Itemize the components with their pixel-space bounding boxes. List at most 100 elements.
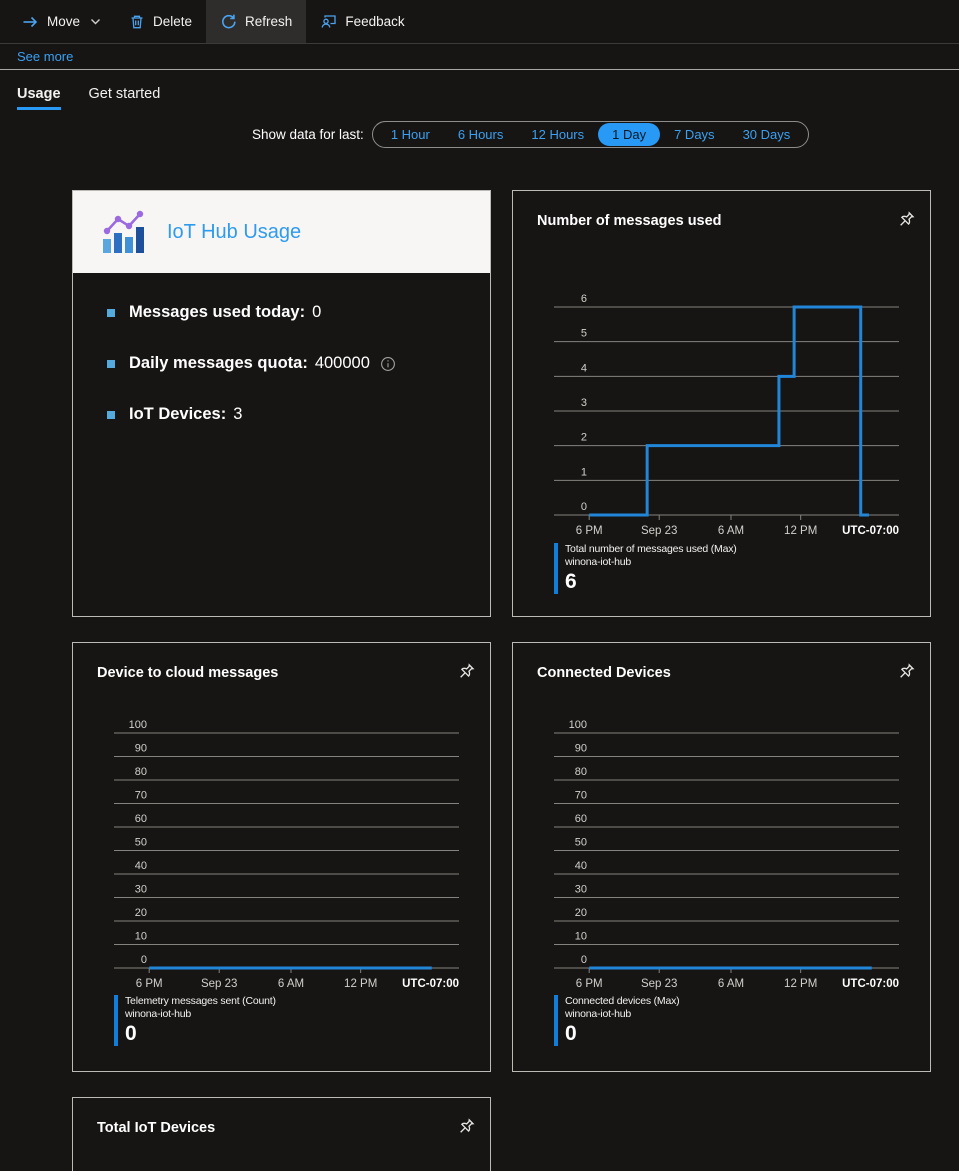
svg-text:70: 70 [575, 790, 587, 802]
delete-label: Delete [153, 14, 193, 29]
move-button[interactable]: Move [8, 0, 115, 43]
bullet-square-icon [107, 359, 115, 368]
svg-text:70: 70 [135, 790, 147, 802]
svg-text:50: 50 [575, 837, 587, 849]
svg-text:80: 80 [135, 766, 147, 778]
metric-label: Daily messages quota [129, 354, 308, 373]
list-item: IoT Devices 3 [107, 405, 490, 424]
pin-icon [460, 1118, 475, 1133]
total-iot-devices-tile: Total IoT Devices [72, 1097, 491, 1171]
iot-hub-usage-tile: IoT Hub Usage Messages used today 0 Dail… [72, 190, 491, 617]
svg-text:6 AM: 6 AM [718, 978, 744, 990]
usage-tile-header: IoT Hub Usage [73, 191, 490, 273]
svg-text:90: 90 [135, 743, 147, 755]
metric-value: 400000 [314, 354, 370, 372]
delete-button[interactable]: Delete [115, 0, 206, 43]
messages-used-chart-tile: Number of messages used 0 1 2 3 4 5 6 6 PM Sep 2… [512, 190, 931, 617]
svg-text:3: 3 [581, 397, 587, 409]
tab-get-started[interactable]: Get started [89, 86, 161, 110]
svg-text:6 PM: 6 PM [576, 525, 603, 537]
see-more-row: See more [0, 44, 959, 70]
time-range-picker: 1 Hour 6 Hours 12 Hours 1 Day 7 Days 30 … [371, 120, 810, 148]
svg-text:80: 80 [575, 766, 587, 778]
svg-text:20: 20 [575, 907, 587, 919]
legend-aggregate-value: 6 [565, 570, 577, 593]
svg-text:0: 0 [581, 954, 587, 966]
see-more-link[interactable]: See more [17, 49, 74, 64]
time-filter-row: Show data for last: 1 Hour 6 Hours 12 Ho… [252, 120, 959, 148]
refresh-label: Refresh [245, 14, 293, 29]
svg-text:60: 60 [135, 813, 147, 825]
arrow-right-icon [23, 16, 38, 27]
time-option-6-hours[interactable]: 6 Hours [444, 123, 518, 146]
time-option-30-days[interactable]: 30 Days [729, 123, 805, 146]
tab-usage[interactable]: Usage [17, 86, 61, 110]
chart-legend: Total number of messages used (Max) wino… [554, 543, 737, 594]
svg-text:100: 100 [569, 719, 587, 731]
metric-label: IoT Devices [129, 405, 226, 424]
usage-tile-title: IoT Hub Usage [167, 220, 302, 243]
svg-text:10: 10 [575, 931, 587, 943]
refresh-button[interactable]: Refresh [206, 0, 307, 43]
svg-text:50: 50 [135, 837, 147, 849]
pin-button[interactable] [896, 211, 916, 234]
chart-title: Device to cloud messages [97, 665, 279, 681]
svg-text:6 AM: 6 AM [278, 978, 304, 990]
svg-text:20: 20 [135, 907, 147, 919]
line-chart[interactable]: 0 1 2 3 4 5 6 6 PM Sep 23 6 AM 12 PM UTC-07:00 [513, 291, 932, 541]
svg-text:60: 60 [575, 813, 587, 825]
metric-value: 0 [312, 303, 322, 321]
trash-icon [131, 15, 143, 28]
move-label: Move [47, 14, 81, 29]
time-filter-label: Show data for last: [252, 126, 364, 142]
time-option-7-days[interactable]: 7 Days [660, 123, 728, 146]
chart-legend: Telemetry messages sent (Count) winona-i… [114, 995, 276, 1046]
legend-color-bar [554, 995, 558, 1046]
legend-resource-name: winona-iot-hub [565, 1008, 632, 1020]
pin-button[interactable] [456, 1118, 476, 1141]
metric-label: Messages used today [129, 303, 305, 322]
svg-text:40: 40 [575, 860, 587, 872]
svg-text:Sep 23: Sep 23 [641, 525, 677, 537]
svg-text:Sep 23: Sep 23 [201, 978, 237, 990]
svg-text:0: 0 [581, 501, 587, 513]
svg-text:6 PM: 6 PM [136, 978, 163, 990]
svg-text:100: 100 [129, 719, 147, 731]
feedback-icon [321, 15, 336, 28]
legend-color-bar [114, 995, 118, 1046]
feedback-button[interactable]: Feedback [306, 0, 418, 43]
info-icon[interactable] [380, 356, 396, 372]
svg-text:12 PM: 12 PM [344, 978, 377, 990]
command-bar: Move Delete Refresh Feedback [0, 0, 959, 44]
list-item: Messages used today 0 [107, 303, 490, 322]
pin-button[interactable] [456, 663, 476, 686]
usage-metrics-list: Messages used today 0 Daily messages quo… [73, 273, 490, 424]
svg-text:1: 1 [581, 466, 587, 478]
line-chart[interactable]: 0 10 20 30 40 50 60 70 80 90 100 6 PM Sep 23 6 AM 12 P… [513, 716, 932, 991]
bullet-square-icon [107, 410, 115, 419]
pin-icon [460, 663, 475, 678]
legend-color-bar [554, 543, 558, 594]
legend-resource-name: winona-iot-hub [125, 1008, 192, 1020]
svg-text:12 PM: 12 PM [784, 978, 817, 990]
chart-title: Connected Devices [537, 665, 671, 681]
chart-legend: Connected devices (Max) winona-iot-hub 0 [554, 995, 680, 1046]
feedback-label: Feedback [345, 14, 405, 29]
svg-text:30: 30 [575, 884, 587, 896]
chevron-down-icon [91, 19, 101, 25]
svg-text:6 AM: 6 AM [718, 525, 744, 537]
bar-chart-icon [103, 210, 144, 253]
svg-text:0: 0 [141, 954, 147, 966]
refresh-icon [222, 14, 236, 29]
legend-resource-name: winona-iot-hub [565, 556, 632, 568]
pin-button[interactable] [896, 663, 916, 686]
connected-devices-chart-tile: Connected Devices 0 10 20 30 40 50 60 70 80 90 100… [512, 642, 931, 1072]
pin-icon [900, 663, 915, 678]
time-option-1-hour[interactable]: 1 Hour [377, 123, 444, 146]
time-option-12-hours[interactable]: 12 Hours [517, 123, 598, 146]
svg-text:40: 40 [135, 860, 147, 872]
tab-bar: Usage Get started [0, 70, 959, 110]
tab-get-started-label: Get started [88, 86, 161, 102]
time-option-1-day[interactable]: 1 Day [598, 122, 661, 146]
line-chart[interactable]: 0 10 20 30 40 50 60 70 80 90 100 6 PM Sep 23 6 AM 12 P… [73, 716, 492, 991]
